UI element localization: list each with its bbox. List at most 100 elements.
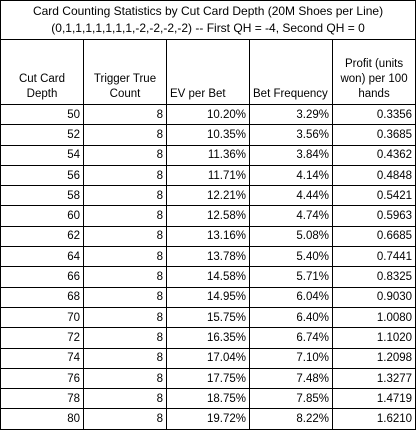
bet-frequency-cell[interactable]: 4.44% [249, 185, 333, 207]
profit-cell[interactable]: 1.6210 [331, 408, 417, 430]
cut-card-depth-cell[interactable]: 58 [0, 185, 84, 207]
cut-card-depth-cell[interactable]: 70 [0, 306, 84, 329]
ev-per-bet-cell[interactable]: 12.58% [166, 205, 250, 227]
table-row: 60 8 12.58% 4.74% 0.5963 [0, 205, 417, 227]
ev-per-bet-cell[interactable]: 14.95% [166, 286, 250, 308]
bet-frequency-cell[interactable]: 3.29% [249, 103, 333, 126]
ev-per-bet-cell[interactable]: 17.75% [166, 367, 250, 390]
ev-per-bet-cell[interactable]: 13.78% [166, 246, 250, 268]
cut-card-depth-cell[interactable]: 60 [0, 205, 84, 227]
trigger-true-count-cell[interactable]: 8 [83, 164, 167, 187]
bet-frequency-cell[interactable]: 4.74% [249, 205, 333, 227]
cut-card-depth-cell[interactable]: 80 [0, 408, 84, 430]
profit-cell[interactable]: 0.6685 [331, 225, 417, 248]
ev-per-bet-cell[interactable]: 19.72% [166, 408, 250, 430]
header-trigger-true-count[interactable]: Trigger True Count [83, 39, 167, 105]
bet-frequency-cell[interactable]: 5.71% [249, 266, 333, 288]
ev-per-bet-cell[interactable]: 11.36% [166, 144, 250, 166]
bet-frequency-cell[interactable]: 5.08% [249, 225, 333, 248]
trigger-true-count-cell[interactable]: 8 [83, 124, 167, 146]
trigger-true-count-cell[interactable]: 8 [83, 367, 167, 390]
profit-cell[interactable]: 0.4848 [331, 164, 417, 187]
bet-frequency-cell[interactable]: 3.56% [249, 124, 333, 146]
trigger-true-count-cell[interactable]: 8 [83, 103, 167, 126]
trigger-true-count-cell[interactable]: 8 [83, 286, 167, 308]
cut-card-depth-cell[interactable]: 64 [0, 246, 84, 268]
trigger-true-count-cell[interactable]: 8 [83, 205, 167, 227]
profit-cell[interactable]: 0.9030 [331, 286, 417, 308]
cut-card-depth-cell[interactable]: 76 [0, 367, 84, 390]
profit-cell[interactable]: 0.3356 [331, 103, 417, 126]
profit-cell[interactable]: 1.1020 [331, 327, 417, 349]
header-profit-per-100[interactable]: Profit (units won) per 100 hands [331, 39, 417, 105]
ev-per-bet-cell[interactable]: 18.75% [166, 388, 250, 410]
profit-cell[interactable]: 0.5963 [331, 205, 417, 227]
cut-card-depth-cell[interactable]: 74 [0, 347, 84, 369]
ev-per-bet-cell[interactable]: 11.71% [166, 164, 250, 187]
trigger-true-count-cell[interactable]: 8 [83, 388, 167, 410]
cut-card-depth-cell[interactable]: 52 [0, 124, 84, 146]
title-row: Card Counting Statistics by Cut Card Dep… [0, 0, 417, 40]
table-row: 76 8 17.75% 7.48% 1.3277 [0, 367, 417, 390]
table-row: 50 8 10.20% 3.29% 0.3356 [0, 103, 417, 126]
ev-per-bet-cell[interactable]: 10.20% [166, 103, 250, 126]
profit-cell[interactable]: 1.4719 [331, 388, 417, 410]
profit-cell[interactable]: 1.3277 [331, 367, 417, 390]
header-bet-frequency[interactable]: Bet Frequency [249, 39, 333, 105]
profit-cell[interactable]: 0.8325 [331, 266, 417, 288]
table-body: 50 8 10.20% 3.29% 0.3356 52 8 10.35% 3.56% 0.3685… [0, 103, 417, 430]
bet-frequency-cell[interactable]: 3.84% [249, 144, 333, 166]
trigger-true-count-cell[interactable]: 8 [83, 144, 167, 166]
trigger-true-count-cell[interactable]: 8 [83, 225, 167, 248]
ev-per-bet-cell[interactable]: 14.58% [166, 266, 250, 288]
profit-cell[interactable]: 1.2098 [331, 347, 417, 369]
bet-frequency-cell[interactable]: 7.85% [249, 388, 333, 410]
cut-card-depth-cell[interactable]: 54 [0, 144, 84, 166]
profit-cell[interactable]: 0.7441 [331, 246, 417, 268]
bet-frequency-cell[interactable]: 5.40% [249, 246, 333, 268]
cut-card-depth-cell[interactable]: 50 [0, 103, 84, 126]
header-row: Cut Card Depth Trigger True Count EV per… [0, 39, 417, 105]
trigger-true-count-cell[interactable]: 8 [83, 347, 167, 369]
ev-per-bet-cell[interactable]: 10.35% [166, 124, 250, 146]
trigger-true-count-cell[interactable]: 8 [83, 246, 167, 268]
table-row: 72 8 16.35% 6.74% 1.1020 [0, 327, 417, 349]
bet-frequency-cell[interactable]: 6.40% [249, 306, 333, 329]
trigger-true-count-cell[interactable]: 8 [83, 185, 167, 207]
cut-card-depth-cell[interactable]: 68 [0, 286, 84, 308]
ev-per-bet-cell[interactable]: 17.04% [166, 347, 250, 369]
cut-card-depth-cell[interactable]: 56 [0, 164, 84, 187]
table-row: 74 8 17.04% 7.10% 1.2098 [0, 347, 417, 369]
ev-per-bet-cell[interactable]: 12.21% [166, 185, 250, 207]
header-ev-per-bet[interactable]: EV per Bet [166, 39, 250, 105]
table-row: 68 8 14.95% 6.04% 0.9030 [0, 286, 417, 308]
trigger-true-count-cell[interactable]: 8 [83, 408, 167, 430]
profit-cell[interactable]: 0.3685 [331, 124, 417, 146]
table-row: 58 8 12.21% 4.44% 0.5421 [0, 185, 417, 207]
profit-cell[interactable]: 0.5421 [331, 185, 417, 207]
cut-card-depth-cell[interactable]: 66 [0, 266, 84, 288]
ev-per-bet-cell[interactable]: 16.35% [166, 327, 250, 349]
table-title[interactable]: Card Counting Statistics by Cut Card Dep… [0, 0, 417, 40]
trigger-true-count-cell[interactable]: 8 [83, 306, 167, 329]
table-row: 80 8 19.72% 8.22% 1.6210 [0, 408, 417, 430]
bet-frequency-cell[interactable]: 4.14% [249, 164, 333, 187]
cut-card-depth-cell[interactable]: 62 [0, 225, 84, 248]
bet-frequency-cell[interactable]: 6.04% [249, 286, 333, 308]
bet-frequency-cell[interactable]: 6.74% [249, 327, 333, 349]
table-row: 52 8 10.35% 3.56% 0.3685 [0, 124, 417, 146]
trigger-true-count-cell[interactable]: 8 [83, 266, 167, 288]
ev-per-bet-cell[interactable]: 13.16% [166, 225, 250, 248]
cut-card-depth-cell[interactable]: 78 [0, 388, 84, 410]
header-cut-card-depth[interactable]: Cut Card Depth [0, 39, 84, 105]
bet-frequency-cell[interactable]: 7.48% [249, 367, 333, 390]
cut-card-depth-cell[interactable]: 72 [0, 327, 84, 349]
bet-frequency-cell[interactable]: 7.10% [249, 347, 333, 369]
profit-cell[interactable]: 0.4362 [331, 144, 417, 166]
ev-per-bet-cell[interactable]: 15.75% [166, 306, 250, 329]
trigger-true-count-cell[interactable]: 8 [83, 327, 167, 349]
bet-frequency-cell[interactable]: 8.22% [249, 408, 333, 430]
profit-cell[interactable]: 1.0080 [331, 306, 417, 329]
